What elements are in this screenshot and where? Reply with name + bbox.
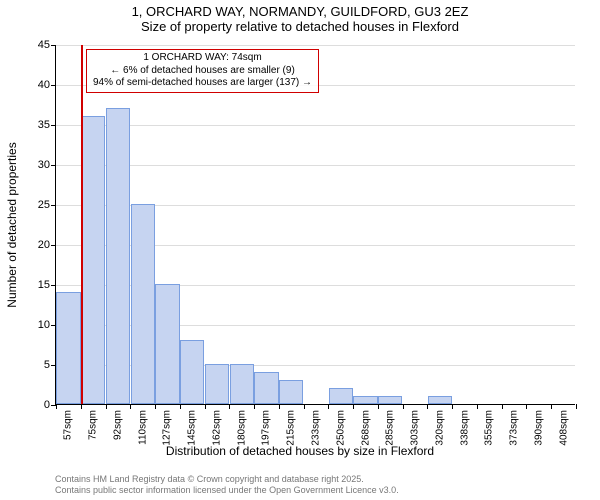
footer-line1: Contains HM Land Registry data © Crown c… xyxy=(55,474,399,485)
histogram-bar xyxy=(329,388,353,404)
x-tick-mark xyxy=(477,404,478,409)
x-tick-mark xyxy=(254,404,255,409)
grid-line xyxy=(56,165,575,166)
x-tick-label: 408sqm xyxy=(558,410,569,446)
footer-line2: Contains public sector information licen… xyxy=(55,485,399,496)
histogram-bar xyxy=(254,372,278,404)
x-tick-label: 390sqm xyxy=(533,410,544,446)
x-tick-mark xyxy=(403,404,404,409)
x-axis-label: Distribution of detached houses by size … xyxy=(166,444,434,458)
x-tick-label: 285sqm xyxy=(385,410,396,446)
histogram-bar xyxy=(81,116,105,404)
histogram-bar xyxy=(131,204,155,404)
x-tick-mark xyxy=(130,404,131,409)
y-tick-label: 15 xyxy=(38,279,50,291)
x-tick-label: 127sqm xyxy=(162,410,173,446)
x-tick-label: 373sqm xyxy=(509,410,520,446)
grid-line xyxy=(56,45,575,46)
x-tick-mark xyxy=(229,404,230,409)
x-tick-mark xyxy=(526,404,527,409)
histogram-bar xyxy=(230,364,254,404)
x-tick-mark xyxy=(502,404,503,409)
histogram-bar xyxy=(353,396,377,404)
chart-title-block: 1, ORCHARD WAY, NORMANDY, GUILDFORD, GU3… xyxy=(0,0,600,34)
plot-area: 05101520253035404557sqm75sqm92sqm110sqm1… xyxy=(55,45,575,405)
grid-line xyxy=(56,125,575,126)
y-axis-label: Number of detached properties xyxy=(5,142,19,307)
chart-container: 1, ORCHARD WAY, NORMANDY, GUILDFORD, GU3… xyxy=(0,0,600,500)
x-tick-mark xyxy=(328,404,329,409)
x-tick-mark xyxy=(551,404,552,409)
x-tick-label: 180sqm xyxy=(236,410,247,446)
histogram-bar xyxy=(428,396,452,404)
x-tick-label: 145sqm xyxy=(187,410,198,446)
x-tick-mark xyxy=(56,404,57,409)
y-tick-mark xyxy=(51,165,56,166)
y-tick-label: 35 xyxy=(38,119,50,131)
y-tick-label: 20 xyxy=(38,239,50,251)
x-tick-mark xyxy=(279,404,280,409)
y-tick-label: 10 xyxy=(38,319,50,331)
x-tick-label: 233sqm xyxy=(311,410,322,446)
marker-line xyxy=(81,45,83,404)
chart-title-line1: 1, ORCHARD WAY, NORMANDY, GUILDFORD, GU3… xyxy=(0,4,600,19)
histogram-bar xyxy=(205,364,229,404)
annotation-line3: 94% of semi-detached houses are larger (… xyxy=(93,77,312,90)
x-tick-mark xyxy=(106,404,107,409)
x-tick-mark xyxy=(81,404,82,409)
x-tick-label: 110sqm xyxy=(137,410,148,445)
footer: Contains HM Land Registry data © Crown c… xyxy=(55,474,399,496)
histogram-bar xyxy=(180,340,204,404)
x-tick-mark xyxy=(155,404,156,409)
x-tick-mark xyxy=(378,404,379,409)
x-tick-label: 338sqm xyxy=(459,410,470,446)
x-tick-label: 162sqm xyxy=(211,410,222,446)
x-tick-label: 57sqm xyxy=(63,410,74,440)
x-tick-label: 268sqm xyxy=(360,410,371,446)
histogram-bar xyxy=(378,396,402,404)
y-tick-mark xyxy=(51,45,56,46)
y-tick-mark xyxy=(51,285,56,286)
annotation-line2: ← 6% of detached houses are smaller (9) xyxy=(93,65,312,78)
x-tick-mark xyxy=(304,404,305,409)
y-tick-mark xyxy=(51,125,56,126)
y-tick-label: 30 xyxy=(38,159,50,171)
x-tick-label: 197sqm xyxy=(261,410,272,446)
annotation-box: 1 ORCHARD WAY: 74sqm ← 6% of detached ho… xyxy=(86,49,319,93)
x-tick-mark xyxy=(353,404,354,409)
y-tick-mark xyxy=(51,245,56,246)
y-tick-mark xyxy=(51,205,56,206)
x-tick-label: 75sqm xyxy=(88,410,99,440)
x-tick-label: 355sqm xyxy=(484,410,495,446)
x-tick-mark xyxy=(452,404,453,409)
y-tick-label: 40 xyxy=(38,79,50,91)
histogram-bar xyxy=(56,292,80,404)
chart-title-line2: Size of property relative to detached ho… xyxy=(0,19,600,34)
x-tick-label: 92sqm xyxy=(112,410,123,440)
y-tick-label: 45 xyxy=(38,39,50,51)
y-tick-label: 5 xyxy=(44,359,50,371)
x-tick-label: 320sqm xyxy=(434,410,445,446)
histogram-bar xyxy=(279,380,303,404)
annotation-line1: 1 ORCHARD WAY: 74sqm xyxy=(93,52,312,65)
x-tick-label: 250sqm xyxy=(335,410,346,446)
x-tick-mark xyxy=(427,404,428,409)
x-tick-mark xyxy=(576,404,577,409)
y-tick-label: 0 xyxy=(44,399,50,411)
x-tick-label: 215sqm xyxy=(286,410,297,446)
x-tick-mark xyxy=(205,404,206,409)
x-tick-label: 303sqm xyxy=(410,410,421,446)
histogram-bar xyxy=(106,108,130,404)
y-tick-mark xyxy=(51,85,56,86)
x-tick-mark xyxy=(180,404,181,409)
histogram-bar xyxy=(155,284,179,404)
y-tick-label: 25 xyxy=(38,199,50,211)
